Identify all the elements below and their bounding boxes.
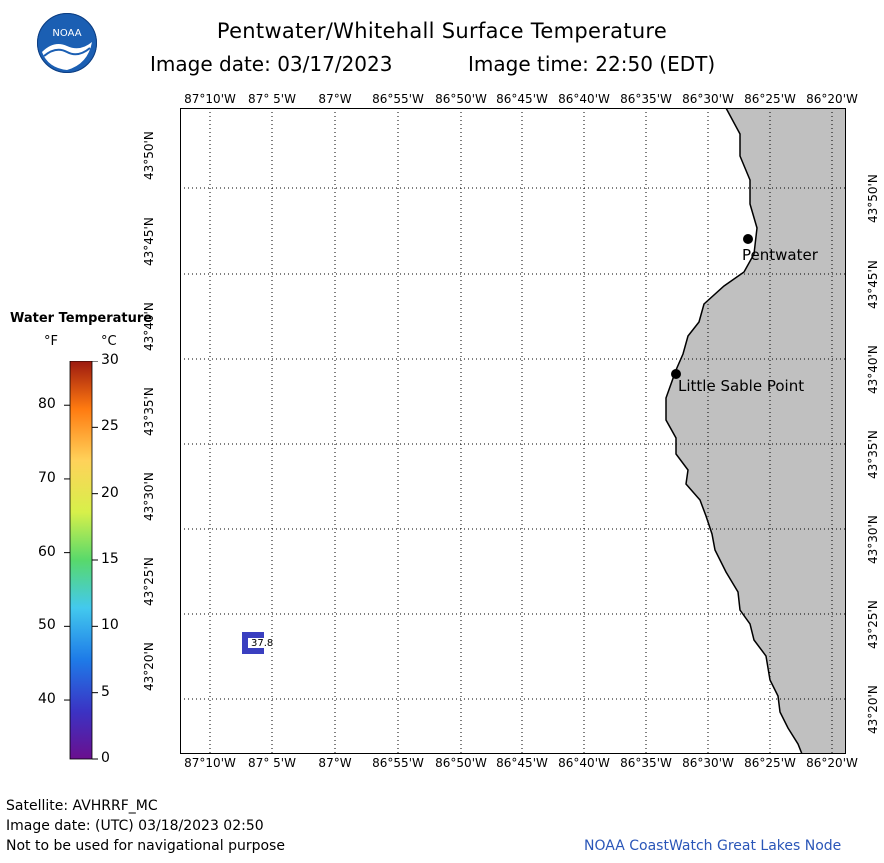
fahrenheit-tick-label: 40 [38, 691, 56, 708]
image-date: Image date: 03/17/2023 [150, 52, 393, 76]
lat-tick-label: 43°50'N [142, 131, 156, 180]
celsius-tick-label: 0 [101, 750, 110, 766]
lon-tick-label: 87°10'W [184, 756, 236, 770]
color-scale-bar [64, 361, 98, 760]
lon-tick-label: 86°45'W [496, 92, 548, 106]
lon-tick-label: 86°25'W [744, 756, 796, 770]
lon-tick-label: 87° 5'W [248, 92, 296, 106]
noaa-logo: NOAA [36, 12, 98, 74]
satellite-info: Satellite: AVHRRF_MC [6, 798, 158, 814]
celsius-tick-label: 20 [101, 484, 119, 501]
lon-tick-label: 86°55'W [372, 756, 424, 770]
fahrenheit-tick-label: 70 [38, 469, 56, 486]
place-label-little-sable-point: Little Sable Point [678, 377, 804, 395]
lon-tick-label: 87°10'W [184, 92, 236, 106]
lon-tick-label: 86°55'W [372, 92, 424, 106]
legend-title: Water Temperature [10, 311, 153, 326]
lon-tick-label: 86°20'W [806, 756, 858, 770]
celsius-tick-label: 5 [101, 683, 110, 700]
lat-tick-label: 43°50'N [866, 174, 880, 223]
lat-tick-label: 43°35'N [142, 387, 156, 436]
lat-tick-label: 43°35'N [866, 430, 880, 479]
unit-celsius: °C [101, 334, 117, 349]
shoreline [665, 108, 803, 754]
lon-tick-label: 86°50'W [435, 92, 487, 106]
little-sable-point-marker [671, 369, 681, 379]
lon-tick-label: 86°45'W [496, 756, 548, 770]
coastwatch-node: NOAA CoastWatch Great Lakes Node [584, 838, 842, 854]
lon-tick-label: 86°40'W [558, 92, 610, 106]
fahrenheit-tick-label: 60 [38, 543, 56, 560]
lon-tick-label: 87°W [318, 92, 352, 106]
image-time: Image time: 22:50 (EDT) [468, 52, 716, 76]
buoy-reading: 37.8 [251, 638, 273, 649]
fahrenheit-tick-label: 50 [38, 617, 56, 634]
land-area [666, 108, 846, 754]
utc-image-date: Image date: (UTC) 03/18/2023 02:50 [6, 818, 264, 834]
lon-tick-label: 86°25'W [744, 92, 796, 106]
place-label-pentwater: Pentwater [742, 246, 819, 264]
lon-tick-label: 86°35'W [620, 756, 672, 770]
lon-tick-label: 87°W [318, 756, 352, 770]
lat-tick-label: 43°20'N [142, 642, 156, 691]
lat-tick-label: 43°45'N [866, 260, 880, 309]
lon-tick-label: 86°30'W [682, 92, 734, 106]
graticule [180, 108, 846, 754]
disclaimer: Not to be used for navigational purpose [6, 838, 285, 854]
buoy-marker [242, 632, 264, 654]
lon-tick-label: 86°20'W [806, 92, 858, 106]
lat-tick-label: 43°30'N [142, 472, 156, 521]
lat-tick-label: 43°45'N [142, 217, 156, 266]
lon-tick-label: 86°50'W [435, 756, 487, 770]
lat-tick-label: 43°25'N [142, 557, 156, 606]
celsius-tick-label: 10 [101, 617, 119, 634]
logo-text: NOAA [52, 28, 81, 39]
lon-tick-label: 86°40'W [558, 756, 610, 770]
lat-tick-label: 43°40'N [866, 345, 880, 394]
celsius-tick-label: 30 [101, 352, 119, 368]
celsius-tick-label: 15 [101, 551, 119, 567]
lon-tick-label: 86°35'W [620, 92, 672, 106]
map-frame: Pentwater Little Sable Point 37.8 [180, 108, 846, 754]
lon-tick-label: 86°30'W [682, 756, 734, 770]
lat-tick-label: 43°30'N [866, 515, 880, 564]
lon-tick-label: 87° 5'W [248, 756, 296, 770]
pentwater-marker [743, 234, 753, 244]
lat-tick-label: 43°20'N [866, 685, 880, 734]
unit-fahrenheit: °F [44, 334, 58, 349]
lat-tick-label: 43°25'N [866, 600, 880, 649]
lat-tick-label: 43°40'N [142, 302, 156, 351]
map-title: Pentwater/Whitehall Surface Temperature [216, 19, 668, 43]
celsius-tick-label: 25 [101, 418, 119, 435]
fahrenheit-tick-label: 80 [38, 396, 56, 413]
